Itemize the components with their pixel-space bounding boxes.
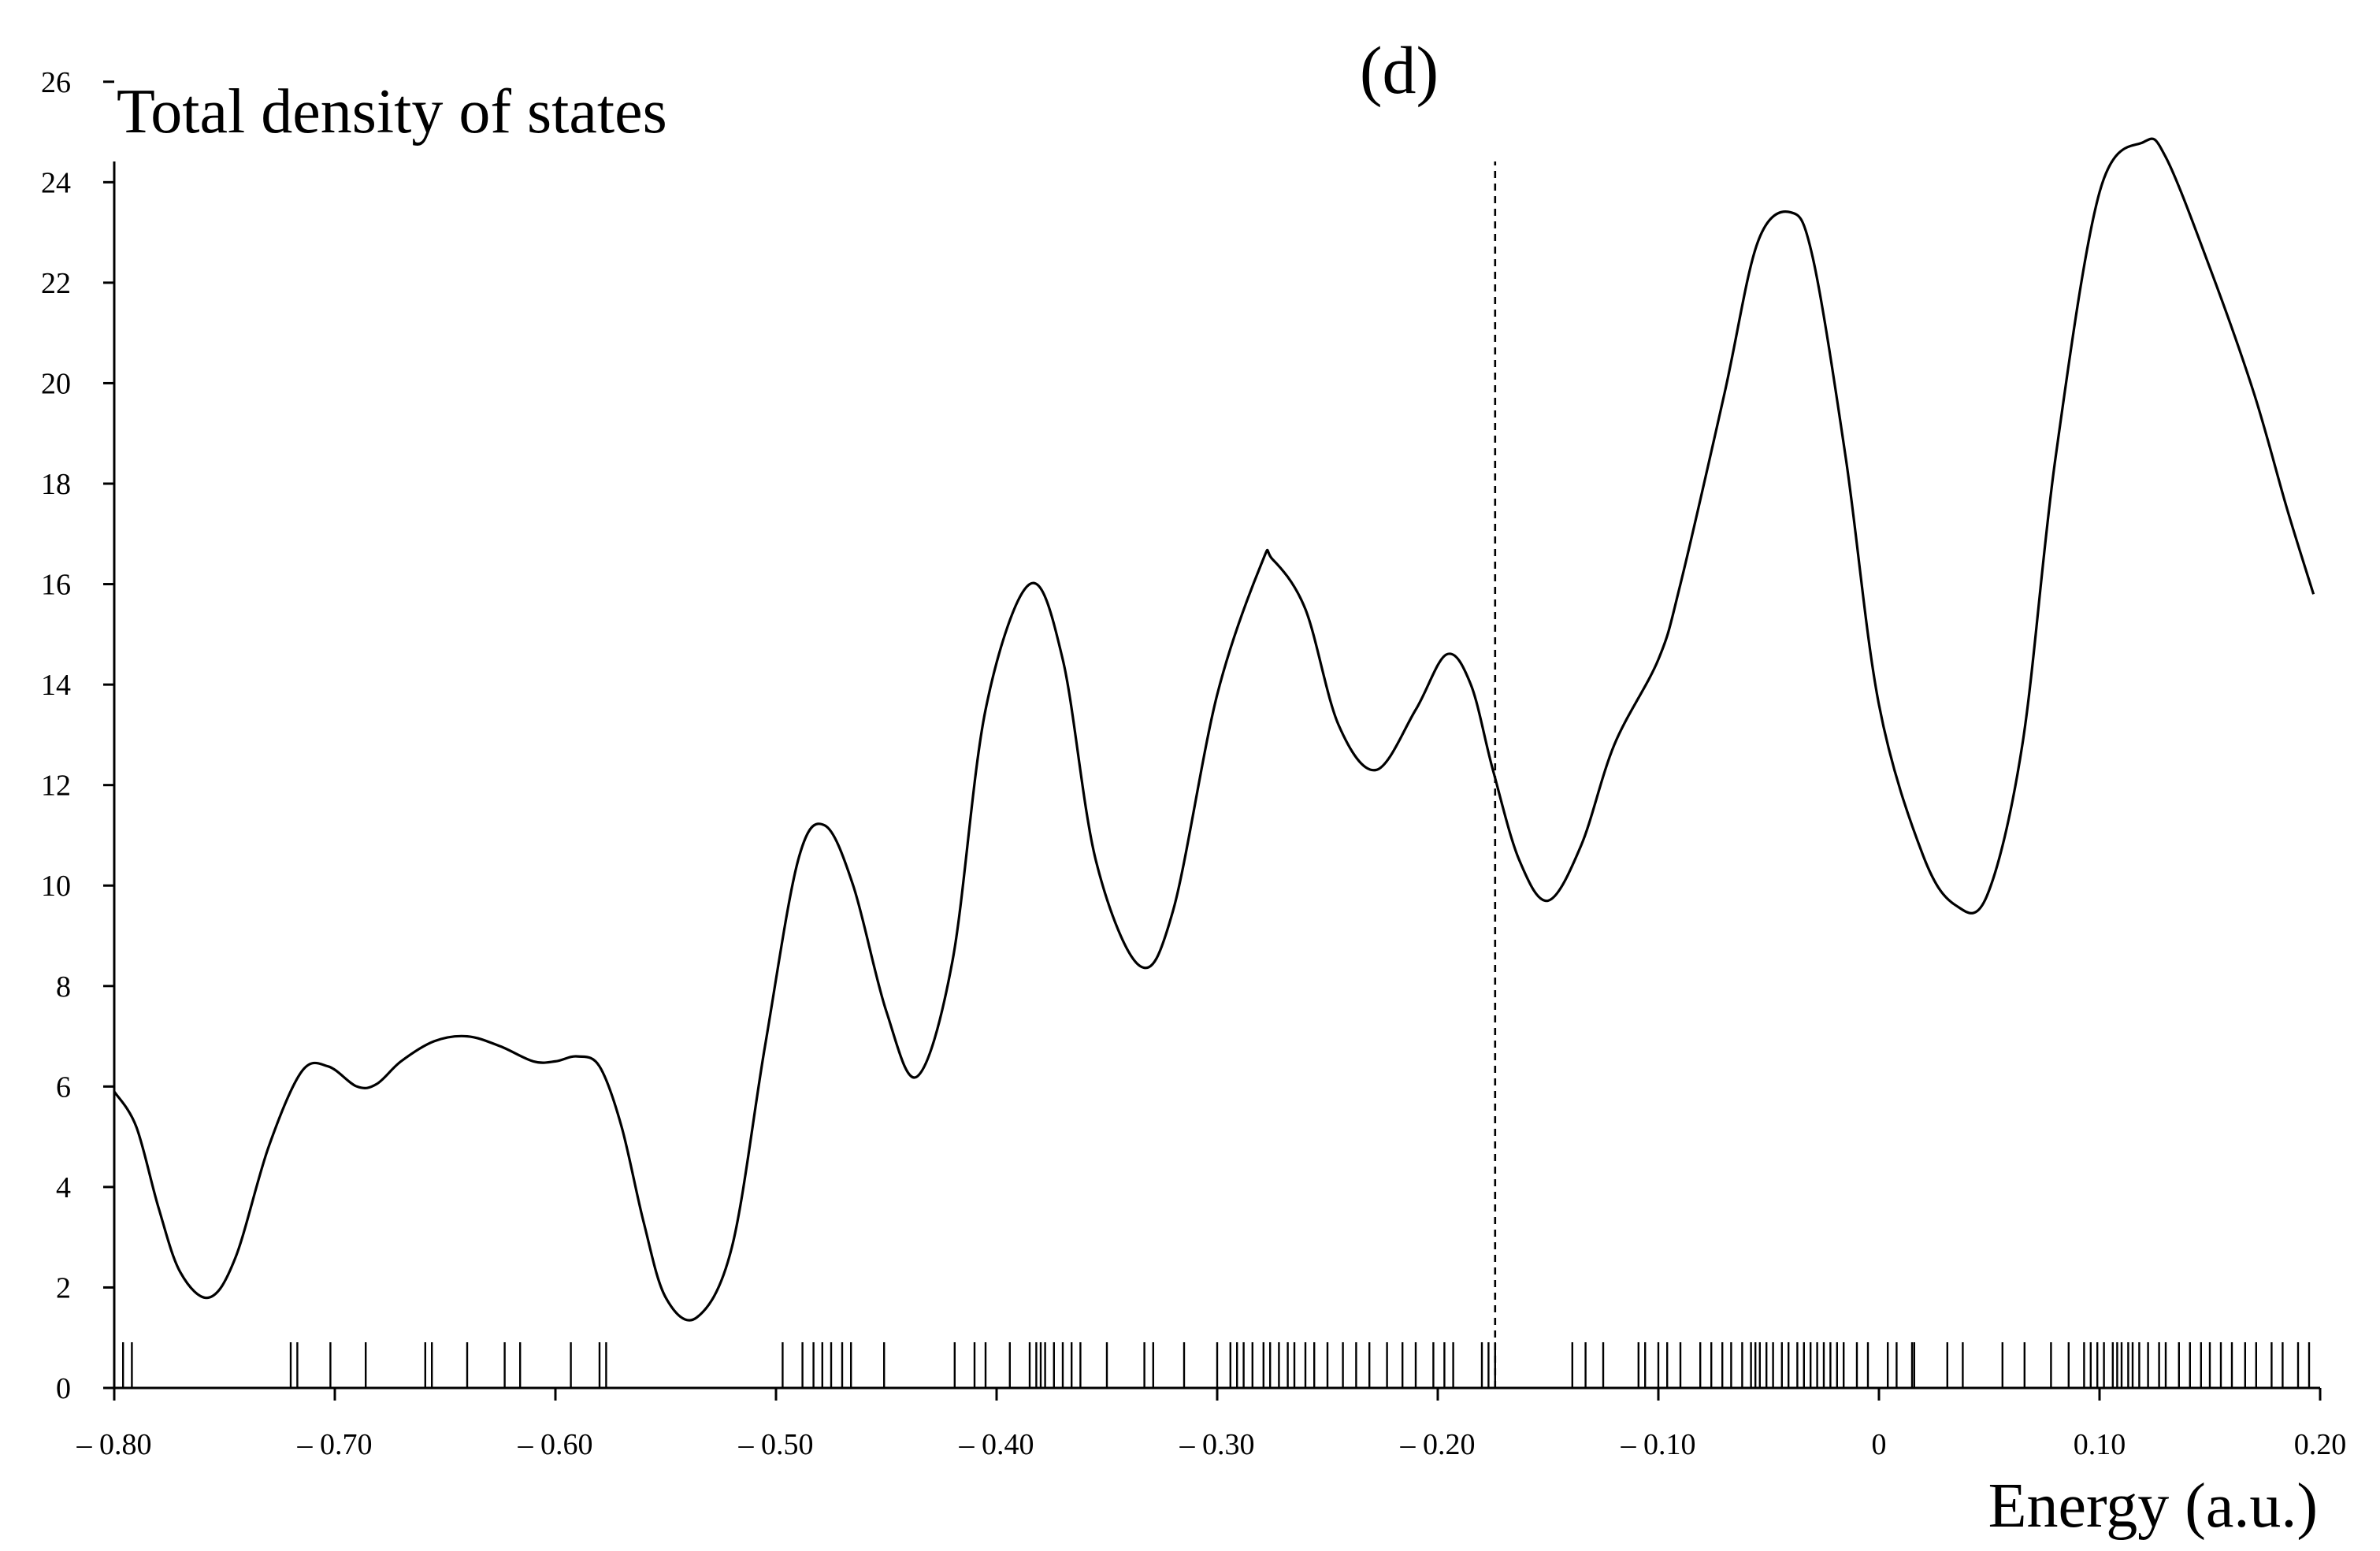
y-tick-label: 4 — [56, 1171, 71, 1204]
panel-label: (d) — [1360, 32, 1439, 108]
y-tick-label: 20 — [41, 367, 71, 400]
y-axis-title: Total density of states — [117, 77, 667, 147]
y-tick-label: 26 — [41, 66, 71, 99]
y-tick-label: 16 — [41, 569, 71, 602]
y-tick-label: 10 — [41, 870, 71, 903]
x-tick-label: – 0.10 — [1621, 1428, 1696, 1461]
dos-curve — [113, 137, 2315, 1322]
series-layer — [113, 137, 2315, 1322]
y-tick-label: 0 — [56, 1372, 71, 1405]
x-tick-label: – 0.50 — [738, 1428, 814, 1461]
x-tick-label: 0 — [1872, 1428, 1887, 1461]
y-tick-label: 8 — [56, 970, 71, 1004]
x-tick-label: – 0.60 — [518, 1428, 593, 1461]
axes — [113, 161, 2320, 1390]
eigenvalue-sticks — [113, 1342, 2311, 1388]
y-tick-label: 12 — [41, 770, 71, 803]
x-axis-title: Energy (a.u.) — [1988, 1471, 2318, 1541]
x-tick-label: – 0.70 — [297, 1428, 373, 1461]
y-tick-label: 6 — [56, 1070, 71, 1104]
y-tick-label: 2 — [56, 1271, 71, 1304]
x-tick-label: 0.20 — [2294, 1428, 2347, 1461]
x-tick-label: – 0.40 — [959, 1428, 1034, 1461]
y-tick-label: 14 — [41, 669, 71, 702]
y-tick-label: 22 — [41, 267, 71, 300]
x-tick-label: 0.10 — [2074, 1428, 2126, 1461]
x-tick-label: – 0.30 — [1179, 1428, 1255, 1461]
x-axis-ticks: – 0.80 – 0.70 – 0.60 – 0.50 – 0.40 – 0.30 – 0.… — [76, 1388, 2347, 1461]
y-tick-label: 24 — [41, 166, 71, 199]
x-tick-label: – 0.80 — [76, 1428, 152, 1461]
x-tick-label: – 0.20 — [1400, 1428, 1476, 1461]
y-tick-label: 18 — [41, 468, 71, 501]
